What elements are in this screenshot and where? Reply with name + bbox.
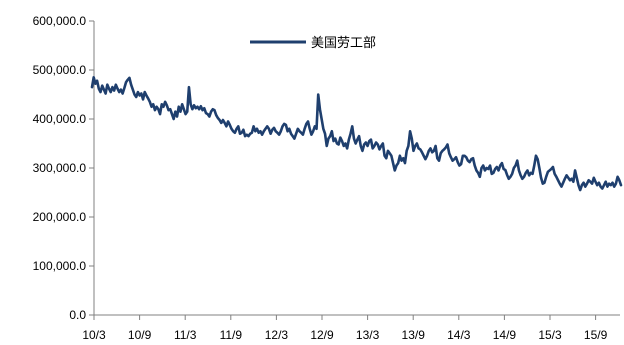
y-tick-label: 400,000.0 [33, 112, 87, 126]
x-axis-ticks: 10/3 10/9 11/3 11/9 12/3 12/9 13/3 13/9 14/3 14/9… [82, 315, 608, 342]
legend: 美国劳工部 [250, 35, 376, 51]
x-tick-label: 11/3 [174, 328, 197, 342]
x-tick-label: 13/9 [402, 328, 426, 342]
x-tick-label: 11/9 [220, 328, 243, 342]
y-tick-label: 0.0 [69, 308, 86, 322]
y-tick-label: 500,000.0 [33, 63, 87, 77]
x-tick-label: 10/3 [82, 328, 106, 342]
y-axis-ticks: 0.0 100,000.0 200,000.0 300,000.0 400,000.0 5… [33, 14, 94, 322]
y-tick-label: 300,000.0 [33, 161, 87, 175]
x-tick-label: 14/3 [447, 328, 471, 342]
y-tick-label: 100,000.0 [33, 259, 87, 273]
x-tick-label: 15/9 [584, 328, 608, 342]
x-tick-label: 14/9 [493, 328, 517, 342]
x-tick-label: 12/9 [310, 328, 334, 342]
x-tick-label: 12/3 [265, 328, 289, 342]
x-tick-label: 10/9 [128, 328, 152, 342]
axes [93, 21, 620, 316]
series-line-0 [90, 76, 623, 192]
series-layer [90, 76, 623, 192]
y-tick-label: 600,000.0 [33, 14, 87, 28]
x-tick-label: 13/3 [356, 328, 380, 342]
y-tick-label: 200,000.0 [33, 210, 87, 224]
x-tick-label: 15/3 [538, 328, 562, 342]
legend-label-series: 美国劳工部 [311, 35, 376, 51]
